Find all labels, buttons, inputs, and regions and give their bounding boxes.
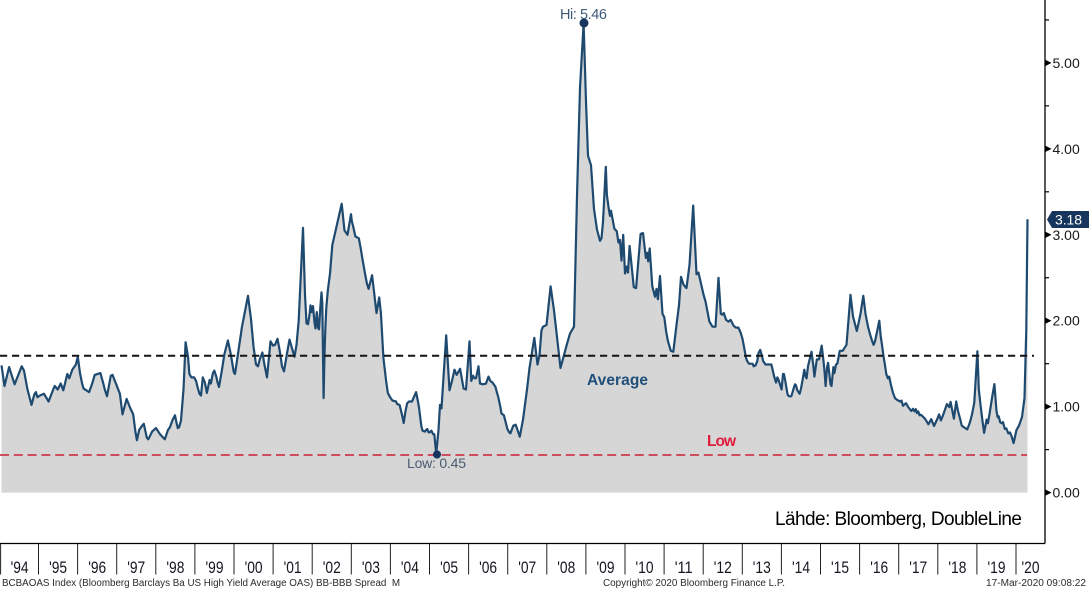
svg-text:3.18: 3.18 <box>1055 212 1082 228</box>
svg-text:'97: '97 <box>127 558 145 577</box>
svg-text:'94: '94 <box>11 558 29 577</box>
svg-text:'06: '06 <box>479 558 497 577</box>
svg-text:'05: '05 <box>440 558 458 577</box>
svg-text:Copyright© 2020 Bloomberg Fina: Copyright© 2020 Bloomberg Finance L.P. <box>603 578 785 589</box>
svg-text:'03: '03 <box>362 558 380 577</box>
svg-text:'18: '18 <box>948 558 966 577</box>
svg-text:1.00: 1.00 <box>1053 399 1080 415</box>
svg-text:'11: '11 <box>675 558 693 577</box>
svg-text:'20: '20 <box>1022 558 1040 577</box>
svg-text:Lähde: Bloomberg, DoubleLine: Lähde: Bloomberg, DoubleLine <box>775 509 1022 530</box>
svg-text:'09: '09 <box>597 558 615 577</box>
svg-text:Average: Average <box>587 372 648 389</box>
svg-text:'14: '14 <box>792 558 810 577</box>
svg-text:0.00: 0.00 <box>1053 485 1080 501</box>
svg-text:BCBAOAS Index (Bloomberg Barcl: BCBAOAS Index (Bloomberg Barclays Ba US … <box>2 578 400 589</box>
svg-text:'13: '13 <box>753 558 771 577</box>
svg-text:3.00: 3.00 <box>1053 227 1080 243</box>
svg-text:Hi: 5.46: Hi: 5.46 <box>560 7 607 23</box>
svg-text:'15: '15 <box>831 558 849 577</box>
svg-text:Low: 0.45: Low: 0.45 <box>407 455 466 471</box>
svg-text:'00: '00 <box>245 558 263 577</box>
svg-text:'19: '19 <box>988 558 1006 577</box>
svg-text:'17: '17 <box>909 558 927 577</box>
svg-text:2.00: 2.00 <box>1053 313 1080 329</box>
svg-text:4.00: 4.00 <box>1053 141 1080 157</box>
svg-text:'16: '16 <box>870 558 888 577</box>
svg-text:'12: '12 <box>714 558 732 577</box>
svg-text:17-Mar-2020 09:08:22: 17-Mar-2020 09:08:22 <box>986 578 1086 589</box>
svg-text:'08: '08 <box>557 558 575 577</box>
svg-text:5.00: 5.00 <box>1053 55 1080 71</box>
svg-text:'07: '07 <box>518 558 536 577</box>
svg-text:'01: '01 <box>284 558 302 577</box>
svg-text:'02: '02 <box>323 558 341 577</box>
svg-text:'99: '99 <box>206 558 224 577</box>
svg-text:'98: '98 <box>166 558 184 577</box>
svg-text:'10: '10 <box>636 558 654 577</box>
svg-text:'95: '95 <box>49 558 67 577</box>
svg-text:Low: Low <box>707 433 737 450</box>
svg-text:'04: '04 <box>401 558 419 577</box>
svg-text:'96: '96 <box>88 558 106 577</box>
